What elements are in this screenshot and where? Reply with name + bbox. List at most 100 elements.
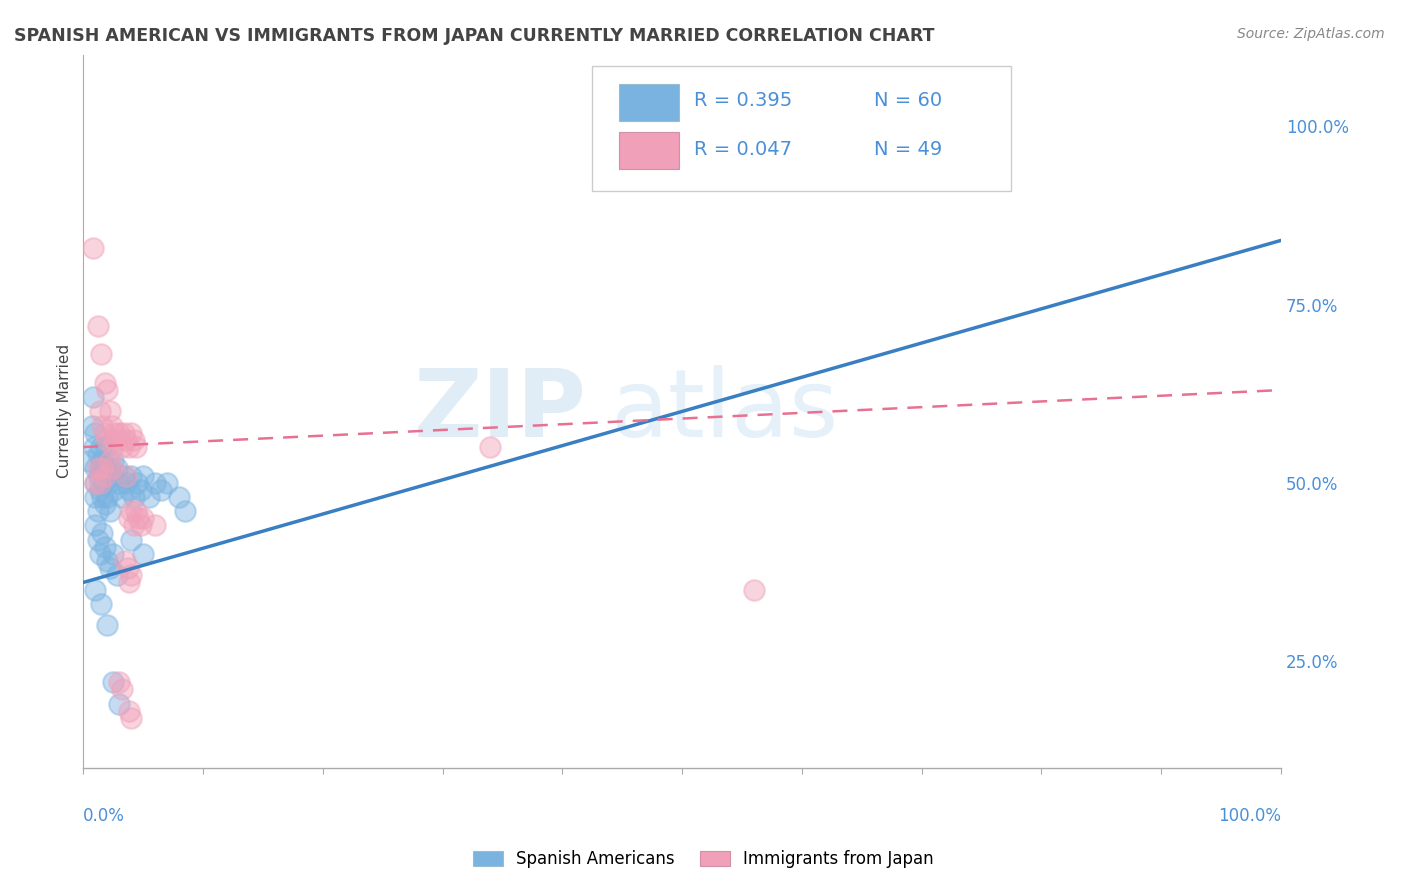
Text: ZIP: ZIP — [413, 366, 586, 458]
Point — [101, 461, 124, 475]
Text: SPANISH AMERICAN VS IMMIGRANTS FROM JAPAN CURRENTLY MARRIED CORRELATION CHART: SPANISH AMERICAN VS IMMIGRANTS FROM JAPA… — [14, 27, 935, 45]
Point — [86, 447, 108, 461]
Point — [94, 461, 117, 475]
Text: R = 0.047: R = 0.047 — [695, 140, 792, 160]
Point — [110, 440, 132, 454]
Point — [103, 425, 125, 440]
Point — [115, 433, 138, 447]
Point — [120, 533, 142, 547]
Point — [94, 540, 117, 554]
Text: atlas: atlas — [610, 366, 838, 458]
Point — [120, 504, 142, 518]
Point — [120, 425, 142, 440]
Point — [84, 490, 107, 504]
Point — [91, 454, 114, 468]
Point — [86, 504, 108, 518]
Point — [103, 483, 125, 497]
Point — [110, 682, 132, 697]
Text: N = 49: N = 49 — [873, 140, 942, 160]
Point — [98, 504, 121, 518]
Point — [80, 418, 103, 433]
Point — [91, 525, 114, 540]
Point — [97, 475, 120, 490]
Point — [84, 475, 107, 490]
Point — [122, 433, 145, 447]
Point — [125, 440, 148, 454]
Point — [77, 454, 100, 468]
Point — [115, 475, 138, 490]
Text: 0.0%: 0.0% — [83, 807, 125, 825]
Point — [118, 511, 141, 525]
Point — [89, 483, 111, 497]
Point — [96, 433, 118, 447]
FancyBboxPatch shape — [619, 132, 679, 169]
Point — [122, 490, 145, 504]
FancyBboxPatch shape — [592, 66, 1011, 191]
Point — [101, 418, 124, 433]
Point — [105, 568, 128, 582]
Point — [129, 483, 152, 497]
Point — [94, 497, 117, 511]
Point — [96, 468, 118, 483]
Point — [82, 390, 104, 404]
Point — [120, 468, 142, 483]
Point — [103, 454, 125, 468]
Point — [89, 547, 111, 561]
Text: Source: ZipAtlas.com: Source: ZipAtlas.com — [1237, 27, 1385, 41]
Point — [103, 547, 125, 561]
Point — [127, 511, 149, 525]
Point — [167, 490, 190, 504]
Point — [174, 504, 197, 518]
Point — [96, 618, 118, 632]
Point — [86, 533, 108, 547]
Text: R = 0.395: R = 0.395 — [695, 90, 793, 110]
Point — [105, 433, 128, 447]
Point — [132, 547, 155, 561]
Point — [103, 675, 125, 690]
Point — [108, 697, 131, 711]
Point — [150, 483, 173, 497]
Point — [90, 440, 112, 454]
Point — [90, 347, 112, 361]
Point — [83, 440, 105, 454]
Point — [84, 425, 107, 440]
Point — [90, 461, 112, 475]
Point — [108, 425, 131, 440]
Point — [479, 440, 502, 454]
Point — [87, 468, 110, 483]
Point — [86, 318, 108, 333]
Point — [112, 468, 135, 483]
Point — [94, 376, 117, 390]
Point — [93, 475, 115, 490]
Point — [117, 561, 139, 575]
Point — [89, 404, 111, 418]
Point — [143, 518, 166, 533]
Point — [143, 475, 166, 490]
Point — [90, 597, 112, 611]
Point — [129, 518, 152, 533]
Point — [84, 582, 107, 597]
Point — [118, 483, 141, 497]
Point — [138, 490, 160, 504]
Point — [108, 675, 131, 690]
Point — [82, 241, 104, 255]
Point — [84, 475, 107, 490]
Point — [103, 440, 125, 454]
Point — [112, 425, 135, 440]
Point — [132, 468, 155, 483]
Point — [118, 575, 141, 590]
Text: 100.0%: 100.0% — [1218, 807, 1281, 825]
Point — [105, 461, 128, 475]
FancyBboxPatch shape — [619, 84, 679, 120]
Point — [98, 461, 121, 475]
Point — [118, 704, 141, 718]
Point — [91, 418, 114, 433]
Point — [127, 475, 149, 490]
Point — [156, 475, 179, 490]
Point — [742, 582, 765, 597]
Point — [120, 568, 142, 582]
Point — [125, 504, 148, 518]
Point — [91, 461, 114, 475]
Point — [94, 468, 117, 483]
Point — [114, 554, 136, 568]
